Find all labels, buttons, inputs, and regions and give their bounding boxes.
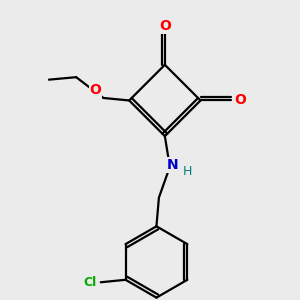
- Text: N: N: [167, 158, 178, 172]
- Text: O: O: [90, 83, 101, 97]
- Text: H: H: [182, 165, 192, 178]
- Text: O: O: [234, 94, 246, 107]
- Text: O: O: [159, 19, 171, 33]
- Text: Cl: Cl: [83, 276, 97, 289]
